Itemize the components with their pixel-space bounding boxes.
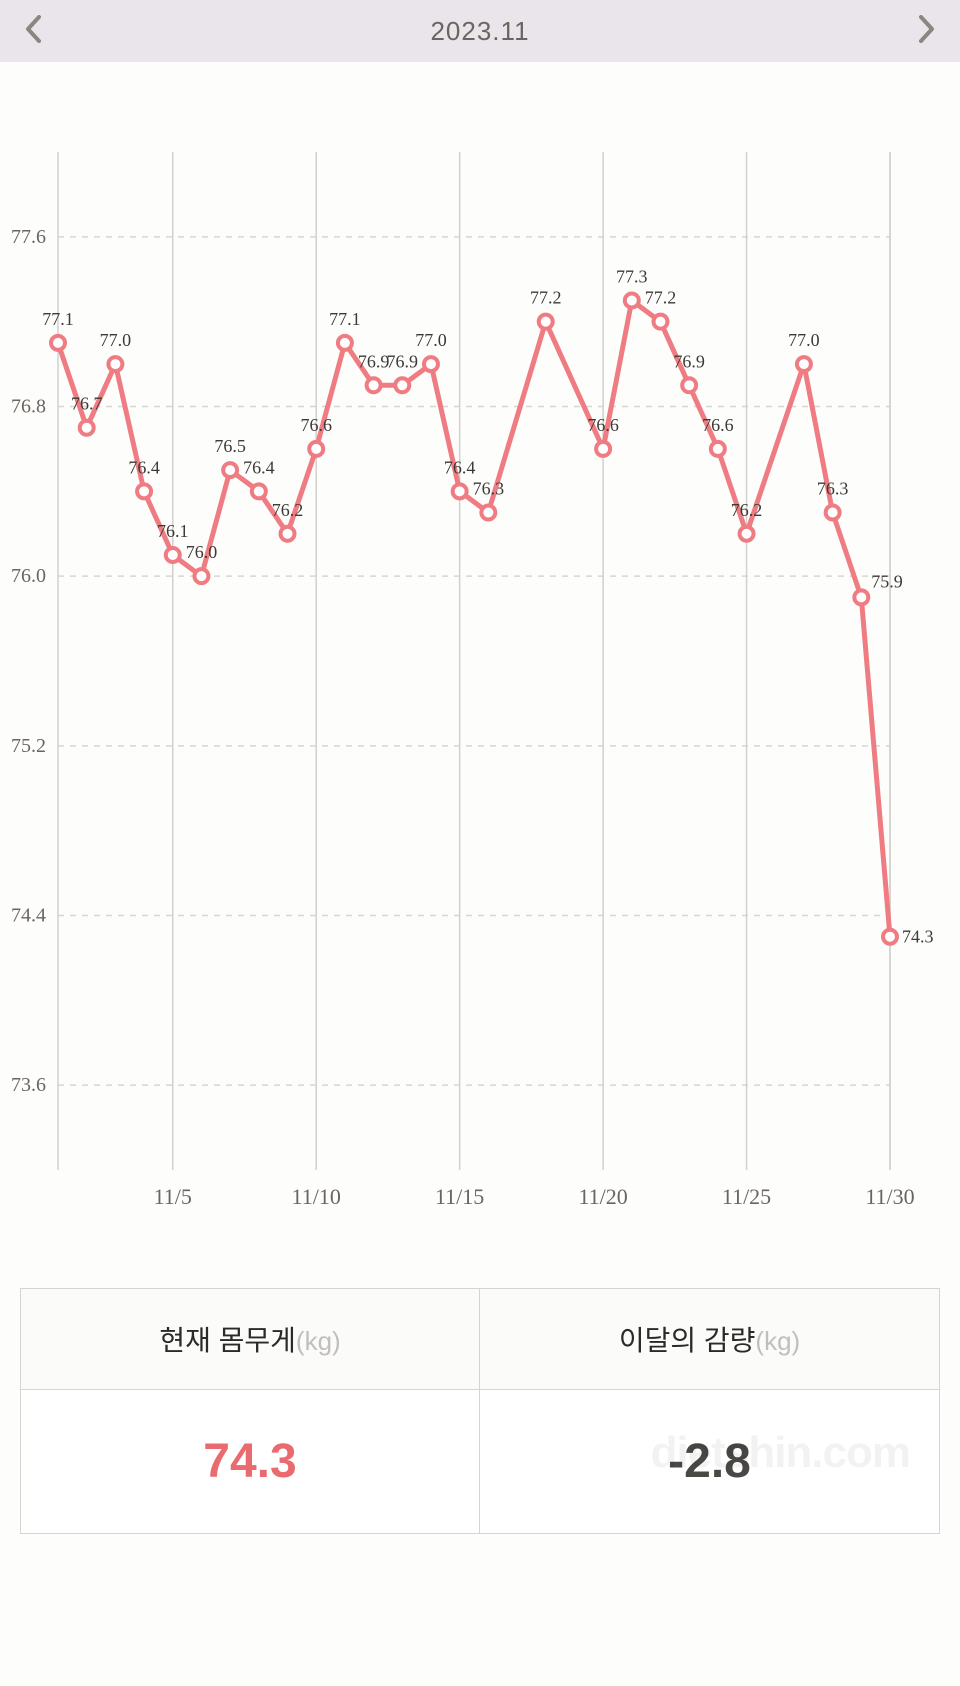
svg-text:76.2: 76.2 (272, 500, 304, 520)
svg-text:76.6: 76.6 (587, 415, 619, 435)
current-weight-header: 현재 몸무게(kg) (21, 1289, 480, 1390)
svg-text:77.2: 77.2 (530, 288, 562, 308)
svg-text:74.4: 74.4 (11, 905, 46, 927)
svg-text:76.9: 76.9 (387, 351, 419, 371)
svg-text:76.4: 76.4 (128, 457, 160, 477)
weight-chart: 73.6 74.4 75.2 76.0 76.8 77.6 11/5 11/10 11/15 11… (0, 62, 960, 1252)
svg-text:77.0: 77.0 (788, 330, 820, 350)
svg-text:76.4: 76.4 (243, 457, 275, 477)
svg-text:76.3: 76.3 (817, 479, 849, 499)
svg-text:76.9: 76.9 (358, 351, 390, 371)
month-title: 2023.11 (430, 16, 529, 47)
svg-text:76.0: 76.0 (186, 542, 218, 562)
svg-text:11/20: 11/20 (578, 1184, 627, 1209)
svg-text:77.3: 77.3 (616, 266, 648, 286)
svg-text:77.2: 77.2 (645, 288, 677, 308)
svg-text:11/15: 11/15 (435, 1184, 484, 1209)
month-diff-header: 이달의 감량(kg) (480, 1289, 939, 1390)
svg-text:77.0: 77.0 (100, 330, 132, 350)
weight-chart-svg: 73.6 74.4 75.2 76.0 76.8 77.6 11/5 11/10 11/15 11… (0, 62, 960, 1252)
svg-text:77.1: 77.1 (329, 309, 361, 329)
svg-text:77.0: 77.0 (415, 330, 447, 350)
month-diff-value: -2.8 (480, 1390, 939, 1533)
svg-text:75.2: 75.2 (11, 735, 46, 757)
svg-text:76.4: 76.4 (444, 457, 476, 477)
svg-text:76.9: 76.9 (673, 351, 705, 371)
svg-text:76.8: 76.8 (11, 396, 46, 418)
month-header: 2023.11 (0, 0, 960, 62)
prev-month-button[interactable] (24, 15, 44, 48)
summary-table: 현재 몸무게(kg) 이달의 감량(kg) 74.3 -2.8 (20, 1288, 940, 1534)
svg-text:76.6: 76.6 (702, 415, 734, 435)
svg-text:77.1: 77.1 (42, 309, 74, 329)
svg-text:77.6: 77.6 (11, 226, 46, 248)
next-month-button[interactable] (916, 15, 936, 48)
svg-text:76.0: 76.0 (11, 565, 46, 587)
svg-text:76.3: 76.3 (473, 479, 505, 499)
svg-text:11/30: 11/30 (865, 1184, 914, 1209)
svg-text:11/10: 11/10 (292, 1184, 341, 1209)
current-weight-value: 74.3 (21, 1390, 480, 1533)
svg-text:11/5: 11/5 (154, 1184, 192, 1209)
svg-text:11/25: 11/25 (722, 1184, 771, 1209)
svg-text:76.7: 76.7 (71, 394, 103, 414)
svg-text:76.6: 76.6 (300, 415, 332, 435)
svg-text:76.5: 76.5 (214, 436, 246, 456)
svg-text:74.3: 74.3 (902, 927, 934, 947)
svg-text:76.1: 76.1 (157, 521, 189, 541)
svg-text:73.6: 73.6 (11, 1074, 46, 1096)
svg-text:76.2: 76.2 (731, 500, 763, 520)
svg-text:75.9: 75.9 (871, 571, 903, 591)
